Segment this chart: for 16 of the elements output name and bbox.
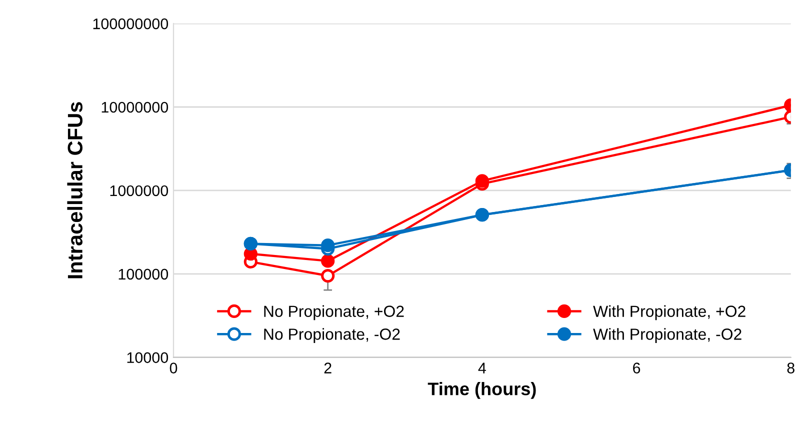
x-tick-label: 4: [478, 362, 486, 374]
y-tick-label: 1000000: [110, 185, 168, 196]
x-tick-label: 6: [633, 362, 640, 374]
legend-label: No Propionate, -O2: [264, 328, 400, 344]
y-tick-label: 100000: [118, 268, 168, 280]
x-axis-title: Time (hours): [428, 382, 536, 399]
y-tick-label: 10000: [127, 352, 168, 364]
legend-label: With Propionate, -O2: [593, 328, 742, 344]
y-tick-label: 10000000: [102, 102, 168, 113]
x-tick-label: 2: [324, 362, 332, 374]
legend-label: No Propionate, +O2: [264, 305, 404, 320]
y-axis-title: Intracellular CFUs: [67, 102, 83, 278]
legend-label: With Propionate, +O2: [593, 305, 746, 320]
x-tick-label: 0: [170, 362, 178, 374]
x-tick-label: 8: [787, 362, 794, 374]
y-tick-label: 100000000: [93, 18, 168, 30]
